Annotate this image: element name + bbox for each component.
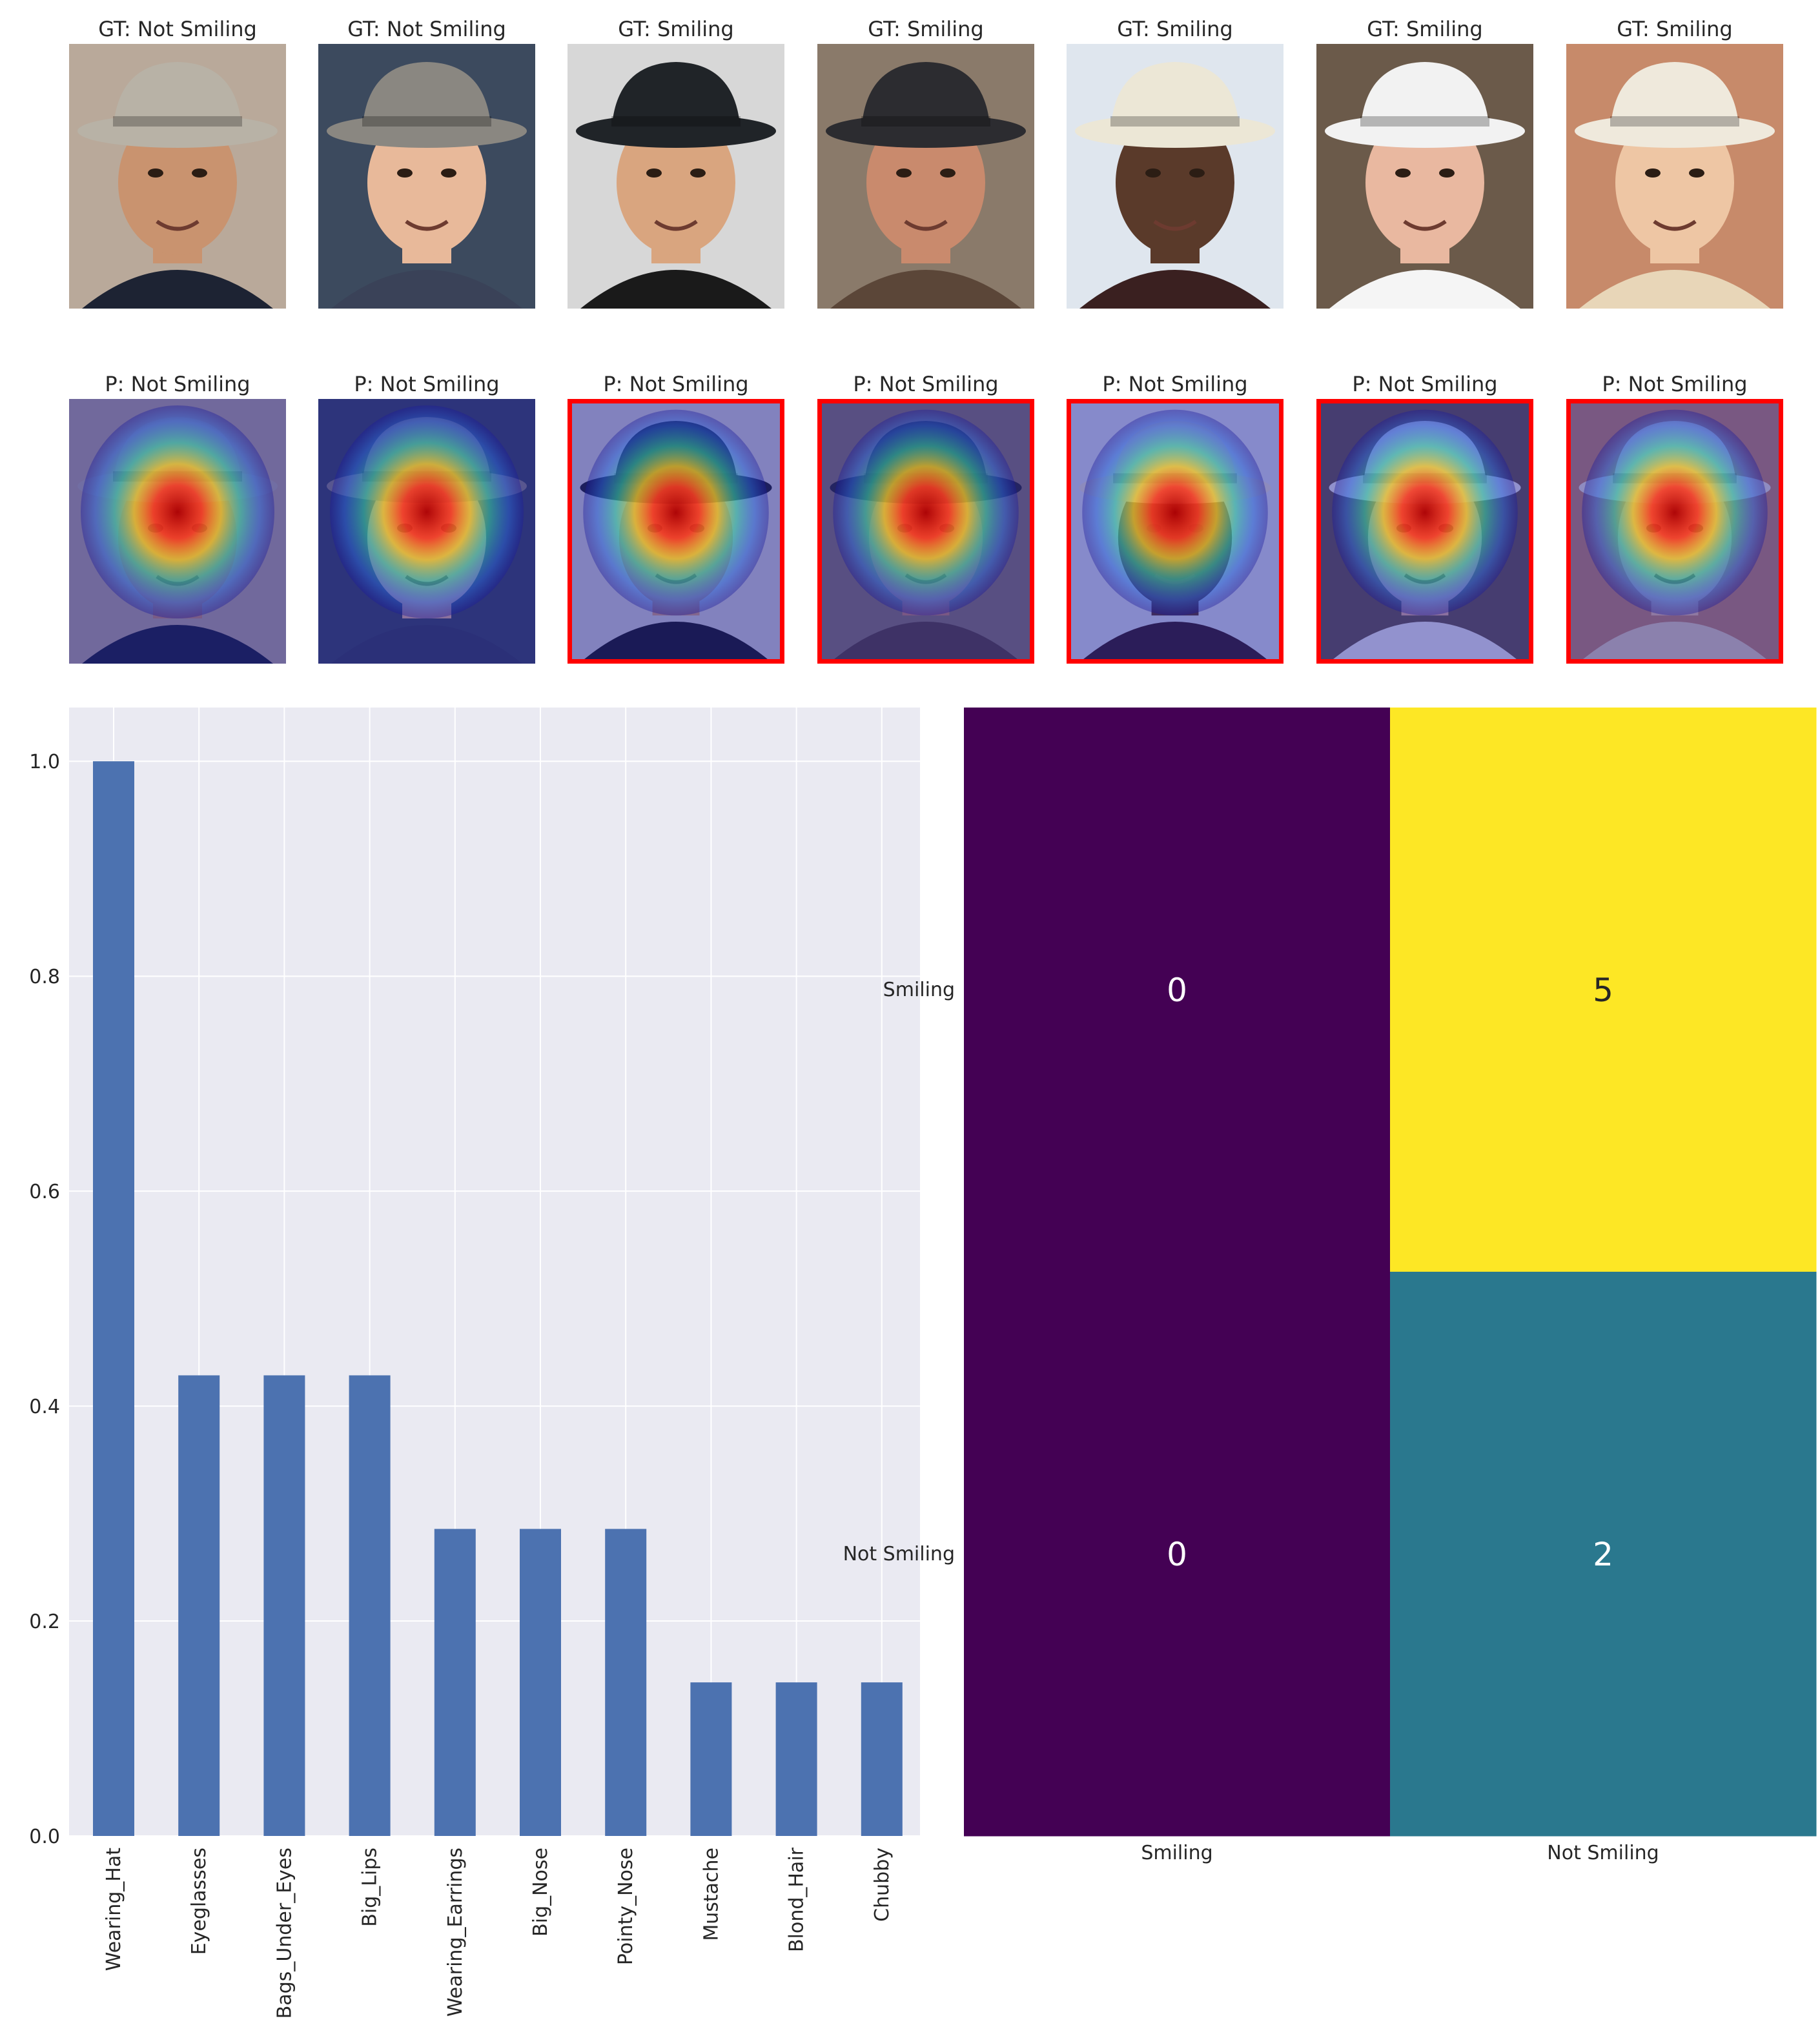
x-tick-label: Mustache — [700, 1848, 722, 1941]
prediction-label: P: Not Smiling — [603, 372, 749, 396]
face-image — [318, 44, 535, 309]
heatmap-overlay-image — [69, 399, 286, 664]
y-tick-label: 1.0 — [29, 751, 60, 773]
y-tick-label: 0.4 — [29, 1396, 60, 1418]
heatmap-overlay-image — [318, 399, 535, 664]
heatmap-overlay-image — [1316, 399, 1533, 664]
bar-chubby — [861, 1682, 903, 1836]
y-tick-label: 0.2 — [29, 1611, 60, 1633]
prediction-label: P: Not Smiling — [853, 372, 999, 396]
bar-eyeglasses — [178, 1375, 220, 1836]
heatmap-overlay-image — [1067, 399, 1283, 664]
y-tick-label: 0.8 — [29, 966, 60, 988]
gt-label: GT: Not Smiling — [347, 17, 506, 41]
prediction-label: P: Not Smiling — [1602, 372, 1748, 396]
gt-label: GT: Not Smiling — [98, 17, 257, 41]
x-tick-label: Big_Nose — [529, 1848, 552, 1937]
face-image — [567, 44, 784, 309]
prediction-label: P: Not Smiling — [1102, 372, 1248, 396]
face-image — [1067, 44, 1283, 309]
face-image — [817, 44, 1034, 309]
bar-big-nose — [520, 1529, 561, 1836]
heatmap-overlay-image — [567, 399, 784, 664]
bar-big-lips — [349, 1375, 391, 1836]
prediction-label: P: Not Smiling — [1352, 372, 1498, 396]
y-tick-label: 0.0 — [29, 1826, 60, 1848]
gt-label: GT: Smiling — [1617, 17, 1733, 41]
gt-label: GT: Smiling — [1367, 17, 1483, 41]
prediction-label: P: Not Smiling — [105, 372, 251, 396]
gt-label: GT: Smiling — [868, 17, 984, 41]
x-tick-label: Bags_Under_Eyes — [273, 1848, 296, 2018]
heatmap-overlay-image — [817, 399, 1034, 664]
face-image — [69, 44, 286, 309]
bar-blond-hair — [775, 1682, 817, 1836]
x-tick-label: Chubby — [871, 1848, 894, 1922]
bar-mustache — [690, 1682, 732, 1836]
prediction-label: P: Not Smiling — [354, 372, 500, 396]
face-image — [1316, 44, 1533, 309]
bar-pointy-nose — [605, 1529, 647, 1836]
bar-wearing-hat — [93, 761, 134, 1836]
gt-label: GT: Smiling — [1117, 17, 1233, 41]
x-tick-label: Wearing_Hat — [103, 1848, 125, 1971]
bar-bags-under-eyes — [263, 1375, 305, 1836]
y-tick-label: 0.6 — [29, 1181, 60, 1203]
face-image — [1566, 44, 1783, 309]
gt-label: GT: Smiling — [618, 17, 734, 41]
x-tick-label: Eyeglasses — [188, 1848, 210, 1955]
x-tick-label: Pointy_Nose — [615, 1848, 637, 1965]
heatmap-overlay-image — [1566, 399, 1783, 664]
x-tick-label: Wearing_Earrings — [444, 1848, 467, 2017]
bar-wearing-earrings — [434, 1529, 476, 1836]
x-tick-label: Blond_Hair — [786, 1847, 808, 1952]
x-tick-label: Big_Lips — [359, 1848, 382, 1927]
